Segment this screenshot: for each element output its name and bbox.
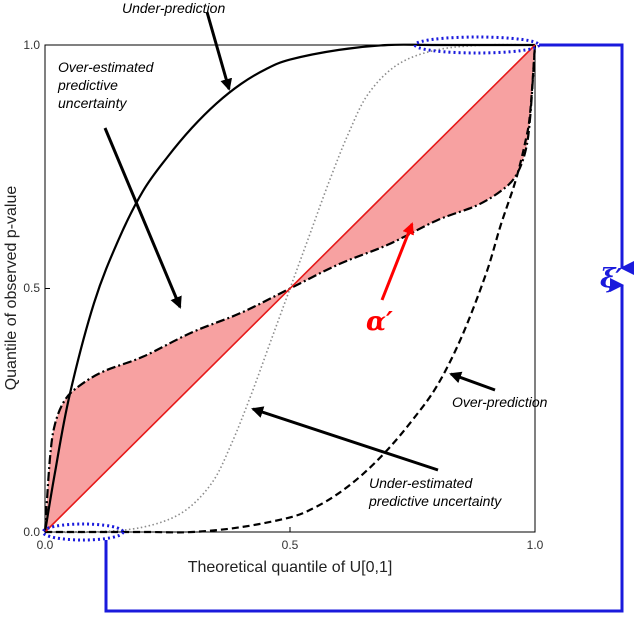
xi-bracket-bottom [104,278,624,613]
alpha-arrow [380,222,414,301]
over-prediction-arrow [449,371,496,392]
series-line-solid-red [44,44,536,533]
series-group [43,43,537,534]
xi-bracket-top [539,43,634,275]
y-axis-title: Quantile of observed p-value [3,186,20,391]
under-estimated-arrow [251,406,439,472]
x-tick-label-1: 0.5 [282,538,299,552]
over-estimated-arrow [103,127,182,309]
y-tick-label-1: 0.5 [23,281,40,295]
alpha-label: α′ [366,307,393,337]
y-tick-label-2: 1.0 [23,38,40,52]
x-tick-label-2: 1.0 [527,538,544,552]
bottom-left-ellipse [41,522,125,542]
over-prediction-label: Over-prediction [452,394,548,410]
under-prediction-label: Under-prediction [122,0,225,16]
under-estimated-label-line1: Under-estimated [369,475,473,491]
under-estimated-label-line2: predictive uncertainty [368,493,502,509]
over-estimated-label-line1: Over-estimated [58,59,155,75]
under-prediction-arrow [205,11,233,91]
y-tick-label-0: 0.0 [23,525,40,539]
xi-label: ξ′ [600,264,622,294]
x-tick-label-0: 0.0 [37,538,54,552]
over-estimated-label-line2: predictive [57,77,118,93]
series-line-dashed-black [45,44,537,534]
over-estimated-label-line3: uncertainty [58,95,127,111]
x-axis-title: Theoretical quantile of U[0,1] [188,559,393,576]
series-line-solid-black [43,43,535,533]
